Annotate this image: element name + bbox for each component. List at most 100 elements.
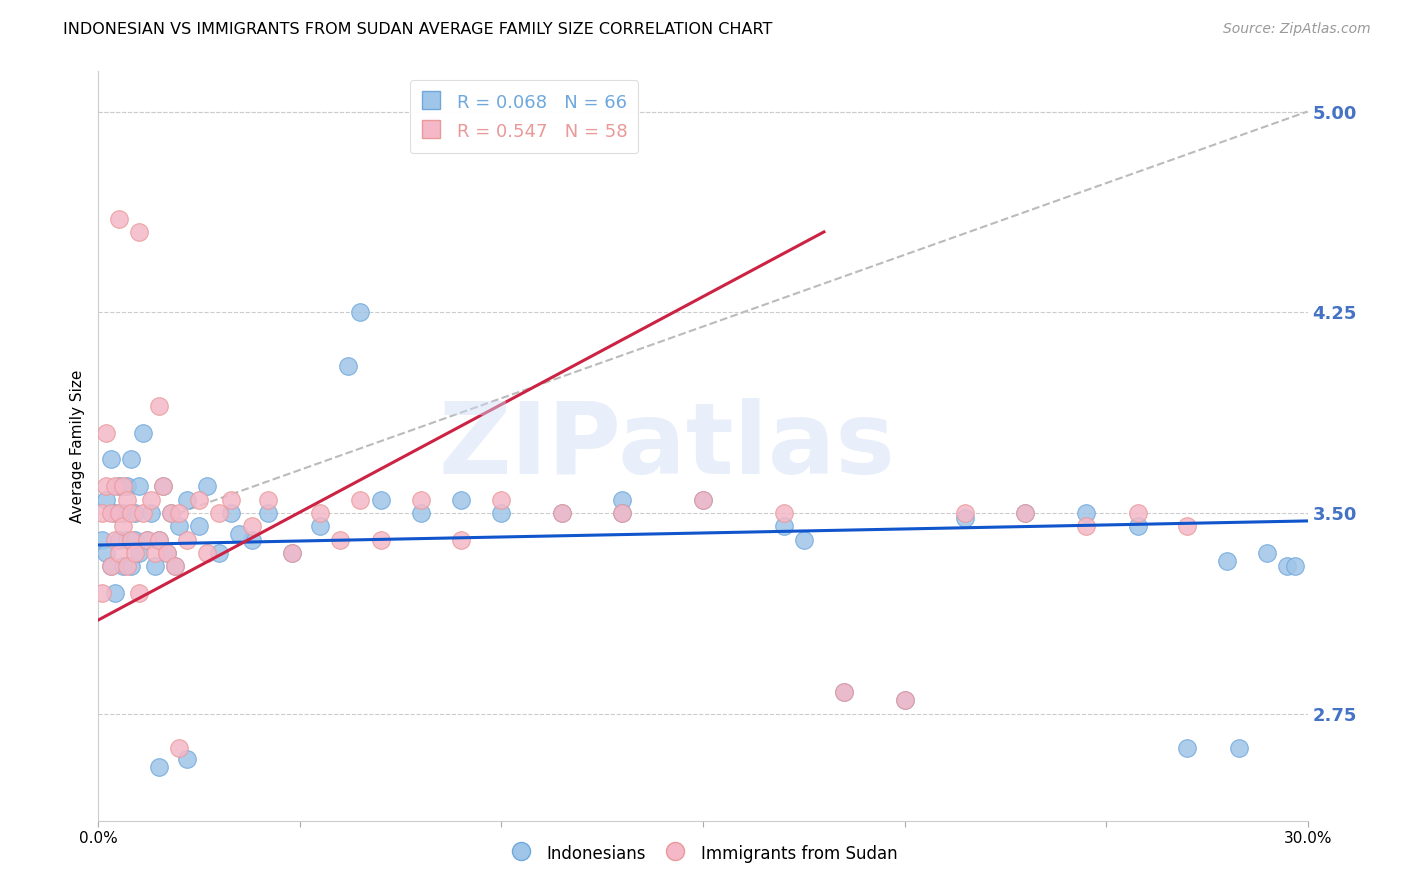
Point [128,586,150,600]
Point [370,492,392,507]
Point [100,559,122,574]
Point [692,492,714,507]
Point [139,506,162,520]
Text: INDONESIAN VS IMMIGRANTS FROM SUDAN AVERAGE FAMILY SIZE CORRELATION CHART: INDONESIAN VS IMMIGRANTS FROM SUDAN AVER… [63,22,773,37]
Point [167,506,190,520]
Point [256,506,278,520]
Point [240,533,263,547]
Point [221,492,243,507]
Point [115,479,138,493]
Point [91,506,114,520]
Point [103,586,125,600]
Point [148,533,170,547]
Point [1175,519,1198,533]
Text: ZIPatlas: ZIPatlas [439,398,896,494]
Point [772,506,794,520]
Point [370,533,392,547]
Point [551,506,574,520]
Point [1128,519,1150,533]
Point [832,685,855,699]
Point [450,533,472,547]
Point [167,519,190,533]
Point [1014,506,1036,520]
Point [1014,506,1036,520]
Point [221,506,243,520]
Point [96,546,118,560]
Point [107,506,129,520]
Point [208,506,231,520]
Point [115,559,138,574]
Text: Source: ZipAtlas.com: Source: ZipAtlas.com [1223,22,1371,37]
Point [551,506,574,520]
Point [612,506,634,520]
Point [124,506,146,520]
Point [148,399,170,413]
Point [1175,741,1198,756]
Point [139,492,162,507]
Point [107,546,129,560]
Point [309,519,332,533]
Point [111,479,134,493]
Point [1074,506,1097,520]
Point [143,546,166,560]
Point [491,506,513,520]
Point [692,492,714,507]
Point [1277,559,1299,574]
Point [1074,519,1097,533]
Point [152,479,174,493]
Legend: Indonesians, Immigrants from Sudan: Indonesians, Immigrants from Sudan [502,837,904,871]
Point [107,479,129,493]
Point [100,452,122,467]
Point [188,519,211,533]
Point [176,533,198,547]
Point [103,533,125,547]
Point [893,693,915,707]
Point [160,506,183,520]
Point [195,479,218,493]
Point [107,533,129,547]
Point [124,546,146,560]
Point [612,506,634,520]
Point [132,425,155,440]
Point [120,533,142,547]
Point [152,479,174,493]
Point [120,452,142,467]
Point [329,533,352,547]
Point [195,546,218,560]
Point [256,492,278,507]
Point [96,425,118,440]
Point [167,741,190,756]
Point [100,506,122,520]
Point [228,527,250,541]
Point [111,559,134,574]
Point [176,752,198,766]
Point [1216,554,1239,568]
Point [793,533,815,547]
Point [163,559,186,574]
Point [160,506,183,520]
Point [111,519,134,533]
Point [132,506,155,520]
Point [115,492,138,507]
Point [120,559,142,574]
Point [281,546,304,560]
Point [148,533,170,547]
Point [107,211,129,226]
Point [176,492,198,507]
Point [953,506,976,520]
Point [309,506,332,520]
Point [893,693,915,707]
Point [156,546,179,560]
Point [128,479,150,493]
Point [188,492,211,507]
Point [156,546,179,560]
Point [148,760,170,774]
Point [1284,559,1306,574]
Legend: R = 0.068   N = 66, R = 0.547   N = 58: R = 0.068 N = 66, R = 0.547 N = 58 [409,80,638,153]
Point [96,492,118,507]
Point [409,492,432,507]
Point [1256,546,1278,560]
Point [832,685,855,699]
Point [91,586,114,600]
Point [450,492,472,507]
